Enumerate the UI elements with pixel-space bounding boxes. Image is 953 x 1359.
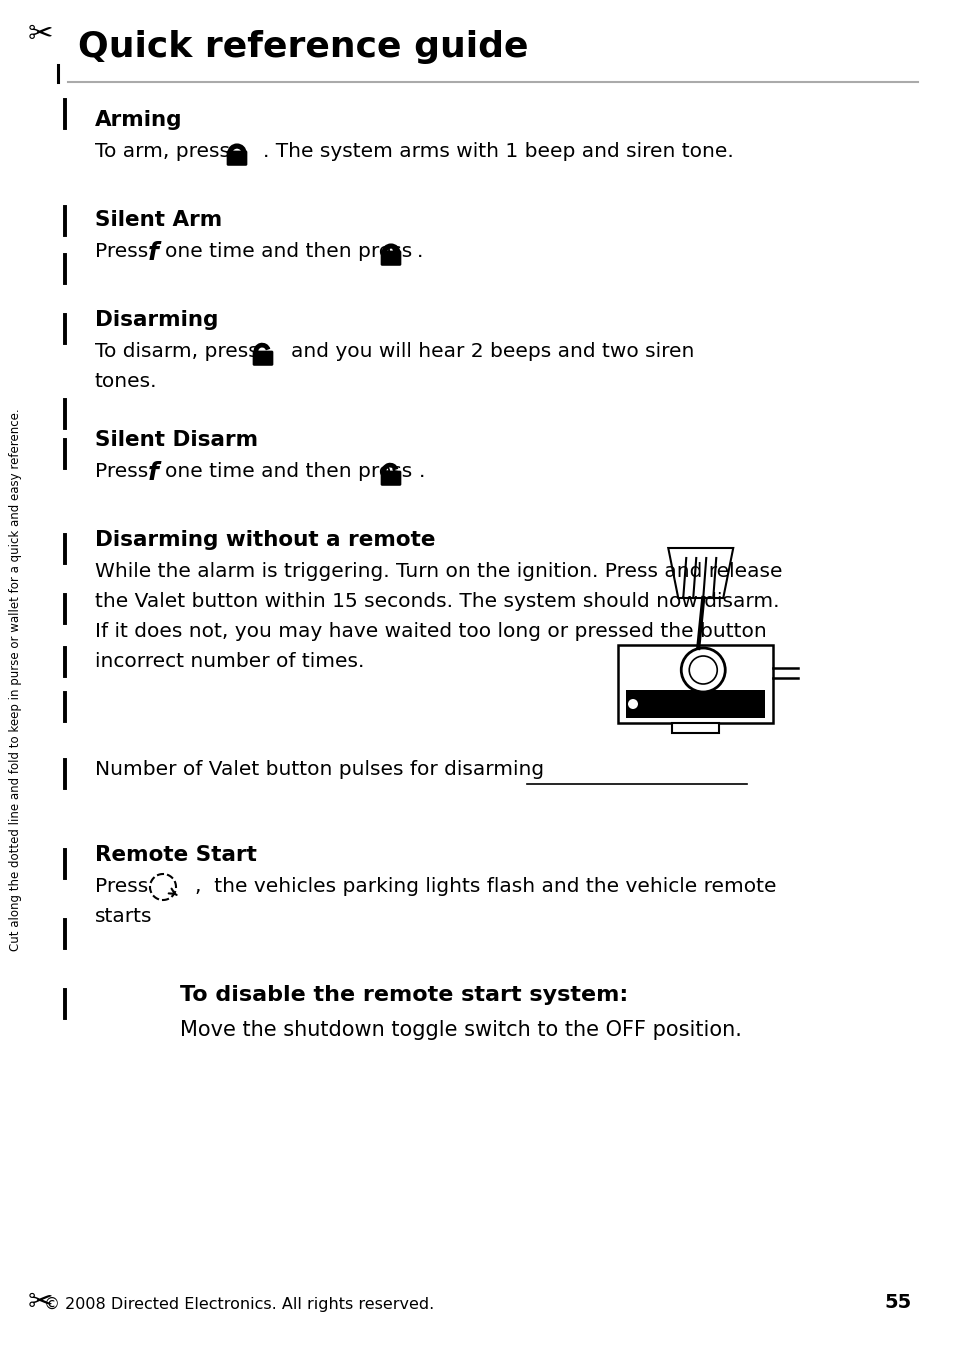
Circle shape	[627, 699, 638, 709]
Text: Disarming without a remote: Disarming without a remote	[95, 530, 435, 550]
Text: Press: Press	[95, 242, 148, 261]
Text: ,  the vehicles parking lights flash and the vehicle remote: , the vehicles parking lights flash and …	[194, 877, 776, 896]
Text: Arming: Arming	[95, 110, 182, 130]
FancyBboxPatch shape	[253, 351, 274, 366]
Text: incorrect number of times.: incorrect number of times.	[95, 652, 364, 671]
Text: Remote Start: Remote Start	[95, 845, 256, 864]
Text: To disarm, press: To disarm, press	[95, 342, 258, 361]
Text: .: .	[416, 242, 423, 261]
FancyBboxPatch shape	[380, 470, 401, 485]
Text: To disable the remote start system:: To disable the remote start system:	[180, 985, 628, 1006]
Text: Disarming: Disarming	[95, 310, 218, 330]
Text: ✂: ✂	[28, 20, 52, 49]
Text: While the alarm is triggering. Turn on the ignition. Press and release: While the alarm is triggering. Turn on t…	[95, 563, 781, 582]
Polygon shape	[667, 548, 733, 598]
Text: © 2008 Directed Electronics. All rights reserved.: © 2008 Directed Electronics. All rights …	[44, 1296, 434, 1311]
Text: Number of Valet button pulses for disarming: Number of Valet button pulses for disarm…	[95, 760, 543, 779]
Text: Quick reference guide: Quick reference guide	[78, 30, 528, 64]
Text: starts: starts	[95, 906, 152, 925]
Text: Press: Press	[95, 462, 148, 481]
Text: Press: Press	[95, 877, 148, 896]
Text: To arm, press: To arm, press	[95, 141, 230, 160]
Text: tones.: tones.	[95, 372, 157, 391]
Text: . The system arms with 1 beep and siren tone.: . The system arms with 1 beep and siren …	[263, 141, 733, 160]
Circle shape	[688, 656, 717, 684]
FancyBboxPatch shape	[625, 690, 764, 718]
Text: 55: 55	[883, 1292, 911, 1311]
Text: Move the shutdown toggle switch to the OFF position.: Move the shutdown toggle switch to the O…	[180, 1021, 741, 1040]
Text: one time and then press: one time and then press	[165, 462, 412, 481]
Text: f: f	[148, 461, 159, 485]
FancyBboxPatch shape	[672, 723, 718, 733]
FancyBboxPatch shape	[618, 646, 772, 723]
Text: and you will hear 2 beeps and two siren: and you will hear 2 beeps and two siren	[291, 342, 694, 361]
Text: ✂: ✂	[28, 1288, 52, 1317]
Circle shape	[680, 648, 724, 692]
Text: If it does not, you may have waited too long or pressed the button: If it does not, you may have waited too …	[95, 622, 766, 641]
FancyBboxPatch shape	[227, 151, 247, 166]
Text: Cut along the dotted line and fold to keep in purse or wallet for a quick and ea: Cut along the dotted line and fold to ke…	[10, 409, 23, 951]
Text: .: .	[418, 462, 425, 481]
Text: Silent Disarm: Silent Disarm	[95, 429, 258, 450]
FancyBboxPatch shape	[380, 250, 401, 266]
Text: the Valet button within 15 seconds. The system should now disarm.: the Valet button within 15 seconds. The …	[95, 593, 779, 612]
Text: Silent Arm: Silent Arm	[95, 211, 222, 230]
Text: one time and then press: one time and then press	[165, 242, 412, 261]
Text: f: f	[148, 241, 159, 265]
